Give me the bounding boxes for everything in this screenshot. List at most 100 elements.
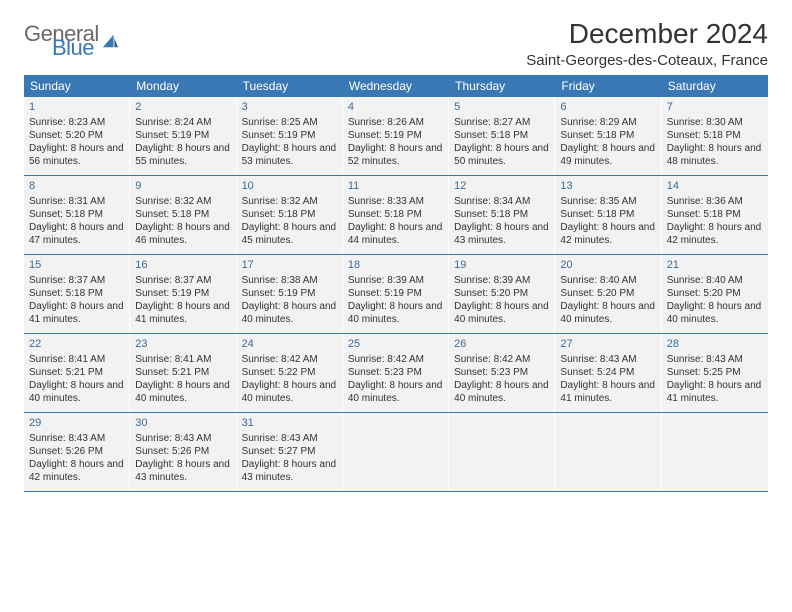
sunset-line: Sunset: 5:18 PM: [560, 129, 655, 142]
day-cell: 27Sunrise: 8:43 AMSunset: 5:24 PMDayligh…: [555, 334, 661, 412]
sunrise-line: Sunrise: 8:40 AM: [560, 274, 655, 287]
day-cell: 30Sunrise: 8:43 AMSunset: 5:26 PMDayligh…: [130, 413, 236, 491]
sunrise-line: Sunrise: 8:34 AM: [454, 195, 549, 208]
sunset-line: Sunset: 5:18 PM: [667, 208, 763, 221]
day-number: 15: [29, 258, 124, 272]
day-number: 22: [29, 337, 124, 351]
sunrise-line: Sunrise: 8:25 AM: [242, 116, 337, 129]
sunrise-line: Sunrise: 8:23 AM: [29, 116, 124, 129]
day-cell: 12Sunrise: 8:34 AMSunset: 5:18 PMDayligh…: [449, 176, 555, 254]
sunset-line: Sunset: 5:18 PM: [667, 129, 763, 142]
daylight-line: Daylight: 8 hours and 41 minutes.: [29, 300, 124, 326]
day-number: 2: [135, 100, 230, 114]
sunset-line: Sunset: 5:18 PM: [348, 208, 443, 221]
calendar: SundayMondayTuesdayWednesdayThursdayFrid…: [24, 75, 768, 492]
daylight-line: Daylight: 8 hours and 41 minutes.: [560, 379, 655, 405]
day-cell: 14Sunrise: 8:36 AMSunset: 5:18 PMDayligh…: [662, 176, 768, 254]
sunset-line: Sunset: 5:19 PM: [348, 129, 443, 142]
sunrise-line: Sunrise: 8:39 AM: [348, 274, 443, 287]
day-number: 3: [242, 100, 337, 114]
daylight-line: Daylight: 8 hours and 53 minutes.: [242, 142, 337, 168]
sunrise-line: Sunrise: 8:39 AM: [454, 274, 549, 287]
logo-blue: Blue: [52, 38, 99, 58]
day-cell: 2Sunrise: 8:24 AMSunset: 5:19 PMDaylight…: [130, 97, 236, 175]
logo-sail-icon: [101, 33, 119, 49]
sunset-line: Sunset: 5:19 PM: [135, 129, 230, 142]
sunrise-line: Sunrise: 8:36 AM: [667, 195, 763, 208]
sunrise-line: Sunrise: 8:41 AM: [135, 353, 230, 366]
day-cell: 23Sunrise: 8:41 AMSunset: 5:21 PMDayligh…: [130, 334, 236, 412]
sunrise-line: Sunrise: 8:40 AM: [667, 274, 763, 287]
sunrise-line: Sunrise: 8:43 AM: [242, 432, 337, 445]
day-number: 6: [560, 100, 655, 114]
day-number: 24: [242, 337, 337, 351]
daylight-line: Daylight: 8 hours and 46 minutes.: [135, 221, 230, 247]
day-cell: 11Sunrise: 8:33 AMSunset: 5:18 PMDayligh…: [343, 176, 449, 254]
sunrise-line: Sunrise: 8:41 AM: [29, 353, 124, 366]
day-number: 12: [454, 179, 549, 193]
weekday-header: Thursday: [449, 75, 555, 97]
day-number: 18: [348, 258, 443, 272]
day-number: 31: [242, 416, 337, 430]
daylight-line: Daylight: 8 hours and 40 minutes.: [667, 300, 763, 326]
day-number: 19: [454, 258, 549, 272]
daylight-line: Daylight: 8 hours and 49 minutes.: [560, 142, 655, 168]
day-number: 9: [135, 179, 230, 193]
location: Saint-Georges-des-Coteaux, France: [526, 52, 768, 69]
sunrise-line: Sunrise: 8:33 AM: [348, 195, 443, 208]
daylight-line: Daylight: 8 hours and 40 minutes.: [242, 300, 337, 326]
sunset-line: Sunset: 5:20 PM: [667, 287, 763, 300]
day-number: 26: [454, 337, 549, 351]
day-number: 7: [667, 100, 763, 114]
sunset-line: Sunset: 5:26 PM: [29, 445, 124, 458]
sunrise-line: Sunrise: 8:24 AM: [135, 116, 230, 129]
daylight-line: Daylight: 8 hours and 40 minutes.: [454, 379, 549, 405]
day-cell: 24Sunrise: 8:42 AMSunset: 5:22 PMDayligh…: [237, 334, 343, 412]
day-cell: 15Sunrise: 8:37 AMSunset: 5:18 PMDayligh…: [24, 255, 130, 333]
day-cell: 5Sunrise: 8:27 AMSunset: 5:18 PMDaylight…: [449, 97, 555, 175]
week-row: 15Sunrise: 8:37 AMSunset: 5:18 PMDayligh…: [24, 254, 768, 333]
daylight-line: Daylight: 8 hours and 40 minutes.: [135, 379, 230, 405]
sunrise-line: Sunrise: 8:42 AM: [242, 353, 337, 366]
day-number: 20: [560, 258, 655, 272]
weekday-header: Saturday: [662, 75, 768, 97]
week-row: 1Sunrise: 8:23 AMSunset: 5:20 PMDaylight…: [24, 97, 768, 175]
daylight-line: Daylight: 8 hours and 40 minutes.: [454, 300, 549, 326]
day-number: 5: [454, 100, 549, 114]
sunset-line: Sunset: 5:18 PM: [29, 208, 124, 221]
weekday-header: Sunday: [24, 75, 130, 97]
day-cell: 26Sunrise: 8:42 AMSunset: 5:23 PMDayligh…: [449, 334, 555, 412]
sunset-line: Sunset: 5:22 PM: [242, 366, 337, 379]
sunset-line: Sunset: 5:27 PM: [242, 445, 337, 458]
day-cell: 17Sunrise: 8:38 AMSunset: 5:19 PMDayligh…: [237, 255, 343, 333]
week-row: 22Sunrise: 8:41 AMSunset: 5:21 PMDayligh…: [24, 333, 768, 412]
week-row: 29Sunrise: 8:43 AMSunset: 5:26 PMDayligh…: [24, 412, 768, 491]
sunrise-line: Sunrise: 8:35 AM: [560, 195, 655, 208]
sunrise-line: Sunrise: 8:37 AM: [29, 274, 124, 287]
sunrise-line: Sunrise: 8:43 AM: [667, 353, 763, 366]
day-cell: 13Sunrise: 8:35 AMSunset: 5:18 PMDayligh…: [555, 176, 661, 254]
day-cell: 16Sunrise: 8:37 AMSunset: 5:19 PMDayligh…: [130, 255, 236, 333]
daylight-line: Daylight: 8 hours and 43 minutes.: [135, 458, 230, 484]
day-cell: 31 Sunrise: 8:43 AMSunset: 5:27 PMDayligh…: [237, 413, 343, 491]
sunrise-line: Sunrise: 8:27 AM: [454, 116, 549, 129]
daylight-line: Daylight: 8 hours and 47 minutes.: [29, 221, 124, 247]
sunrise-line: Sunrise: 8:38 AM: [242, 274, 337, 287]
sunset-line: Sunset: 5:25 PM: [667, 366, 763, 379]
day-number: 11: [348, 179, 443, 193]
day-cell: 7Sunrise: 8:30 AMSunset: 5:18 PMDaylight…: [662, 97, 768, 175]
sunset-line: Sunset: 5:18 PM: [454, 208, 549, 221]
daylight-line: Daylight: 8 hours and 43 minutes.: [242, 458, 337, 484]
daylight-line: Daylight: 8 hours and 45 minutes.: [242, 221, 337, 247]
day-number: 14: [667, 179, 763, 193]
day-cell: 19Sunrise: 8:39 AMSunset: 5:20 PMDayligh…: [449, 255, 555, 333]
daylight-line: Daylight: 8 hours and 50 minutes.: [454, 142, 549, 168]
day-number: 30: [135, 416, 230, 430]
day-cell: 8Sunrise: 8:31 AMSunset: 5:18 PMDaylight…: [24, 176, 130, 254]
day-cell: 20Sunrise: 8:40 AMSunset: 5:20 PMDayligh…: [555, 255, 661, 333]
sunrise-line: Sunrise: 8:30 AM: [667, 116, 763, 129]
weekday-header: Friday: [555, 75, 661, 97]
day-number: 16: [135, 258, 230, 272]
month-title: December 2024: [526, 18, 768, 50]
header: General Blue December 2024 Saint-Georges…: [24, 18, 768, 69]
